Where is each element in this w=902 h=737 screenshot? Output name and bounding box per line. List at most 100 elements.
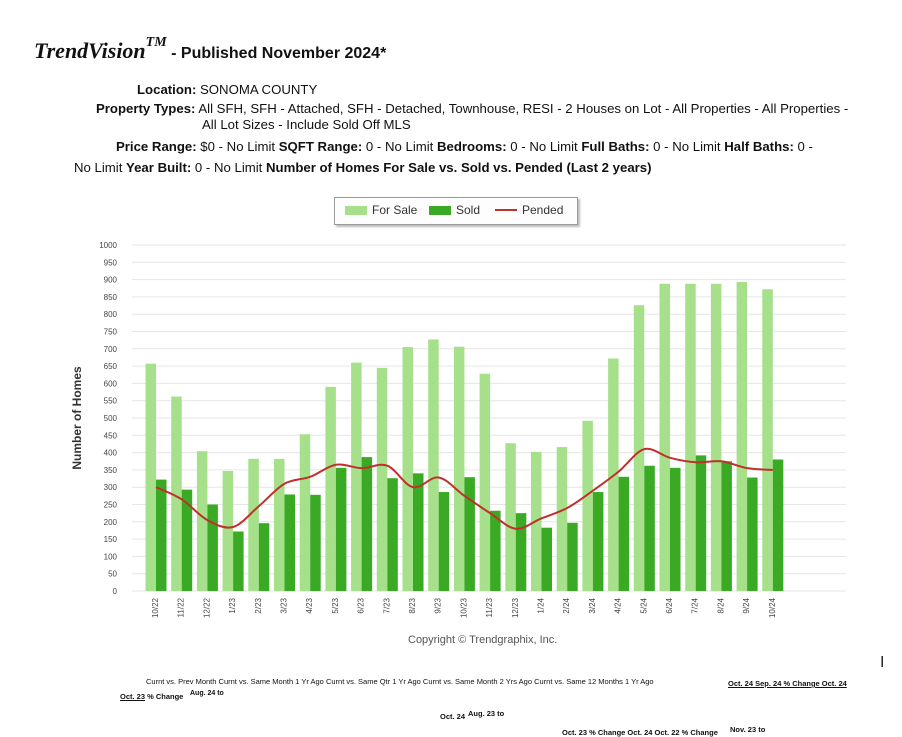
x-tick-label: 12/22 (202, 597, 211, 618)
chart-legend: For Sale Sold Pended (334, 197, 578, 225)
legend-label-for-sale: For Sale (372, 203, 417, 217)
x-tick-label: 4/24 (614, 597, 623, 613)
x-tick-label: 7/24 (691, 597, 700, 613)
y-tick-label: 600 (104, 379, 118, 388)
bar-sold (362, 457, 373, 591)
table-header-change: % Change (145, 692, 183, 701)
x-tick-label: 10/23 (459, 597, 468, 618)
x-tick-label: 1/24 (537, 597, 546, 613)
bar-for-sale (197, 451, 208, 591)
table-header-12-months: Curnt vs. Same 12 Months 1 Yr Ago (532, 677, 654, 686)
legend-label-pended: Pended (522, 203, 563, 217)
x-tick-label: 5/24 (639, 597, 648, 613)
x-tick-label: 10/22 (151, 597, 160, 618)
y-axis-label: Number of Homes (70, 366, 84, 470)
bar-sold (696, 455, 707, 591)
bar-sold (490, 511, 501, 591)
bar-sold (670, 468, 681, 591)
bar-for-sale (325, 387, 336, 591)
copyright-text: Copyright © Trendgraphix, Inc. (408, 634, 557, 646)
bar-for-sale (582, 421, 593, 591)
bar-sold (439, 492, 450, 591)
x-tick-label: 12/23 (511, 597, 520, 618)
bar-for-sale (737, 282, 748, 591)
y-tick-label: 950 (104, 258, 118, 267)
y-tick-label: 150 (104, 535, 118, 544)
table-header-comparisons: Curnt vs. Prev Month Curnt vs. Same Mont… (146, 677, 532, 686)
table-header-aug24: Aug. 24 to (190, 690, 224, 697)
bar-sold (285, 494, 296, 591)
legend-item-sold: Sold (429, 203, 480, 217)
bar-sold (464, 477, 475, 591)
y-tick-label: 500 (104, 414, 118, 423)
y-tick-label: 550 (104, 397, 118, 406)
x-tick-label: 4/23 (305, 597, 314, 613)
x-tick-label: 7/23 (382, 597, 391, 613)
y-tick-label: 50 (108, 570, 117, 579)
bar-sold (156, 480, 167, 591)
y-tick-label: 250 (104, 501, 118, 510)
x-tick-label: 8/23 (408, 597, 417, 613)
table-header-nov23: Nov. 23 to (730, 725, 765, 734)
x-tick-label: 5/23 (331, 597, 340, 613)
y-tick-label: 700 (104, 345, 118, 354)
table-header-row-2: Oct. 23 % Change (120, 692, 183, 701)
bar-sold (516, 513, 527, 591)
x-tick-label: 3/24 (588, 597, 597, 613)
x-tick-label: 2/23 (254, 597, 263, 613)
y-tick-label: 650 (104, 362, 118, 371)
x-tick-label: 2/24 (562, 597, 571, 613)
legend-swatch-pended (495, 209, 517, 211)
bar-for-sale (505, 443, 516, 591)
table-header-row-4: Oct. 23 % Change Oct. 24 Oct. 22 % Chang… (562, 728, 718, 737)
bar-for-sale (660, 284, 671, 591)
bar-sold (182, 490, 193, 591)
y-tick-label: 900 (104, 276, 118, 285)
x-tick-label: 3/23 (280, 597, 289, 613)
bar-sold (233, 531, 244, 591)
y-tick-label: 300 (104, 483, 118, 492)
x-tick-label: 9/24 (742, 597, 751, 613)
x-tick-label: 9/23 (434, 597, 443, 613)
bar-for-sale (223, 471, 234, 591)
legend-item-pended: Pended (495, 203, 563, 217)
bar-sold (619, 477, 630, 591)
bar-sold (310, 495, 321, 591)
bar-sold (336, 468, 347, 591)
y-tick-label: 200 (104, 518, 118, 527)
x-tick-label: 10/24 (768, 597, 777, 618)
legend-label-sold: Sold (456, 203, 480, 217)
table-header-oct24: Oct. 24 (440, 712, 465, 721)
bar-for-sale (762, 289, 773, 591)
bar-sold (593, 492, 604, 591)
bar-for-sale (480, 374, 491, 591)
y-tick-label: 1000 (99, 241, 117, 250)
bar-sold (644, 466, 655, 591)
bar-for-sale (377, 368, 388, 591)
table-header-oct23: Oct. 23 (120, 692, 145, 701)
legend-swatch-for-sale (345, 206, 367, 215)
legend-item-for-sale: For Sale (345, 203, 417, 217)
x-tick-label: 1/23 (228, 597, 237, 613)
bar-for-sale (248, 459, 258, 591)
table-header-aug23: Aug. 23 to (468, 709, 504, 718)
bar-for-sale (557, 447, 568, 591)
bar-for-sale (685, 284, 696, 591)
table-header-right: Oct. 24 Sep. 24 % Change Oct. 24 (728, 679, 847, 688)
x-tick-label: 6/24 (665, 597, 674, 613)
bar-sold (259, 523, 270, 591)
legend-swatch-sold (429, 206, 451, 215)
x-tick-label: 8/24 (716, 597, 725, 613)
table-header-row-1: Curnt vs. Prev Month Curnt vs. Same Mont… (146, 677, 654, 686)
y-tick-label: 800 (104, 310, 118, 319)
bar-for-sale (351, 363, 362, 591)
y-tick-label: 450 (104, 431, 118, 440)
bar-for-sale (634, 305, 645, 591)
bar-for-sale (428, 339, 439, 591)
y-tick-label: 100 (104, 552, 118, 561)
y-tick-label: 850 (104, 293, 118, 302)
y-tick-label: 0 (113, 587, 118, 596)
bar-sold (721, 461, 732, 591)
bar-for-sale (146, 364, 157, 591)
